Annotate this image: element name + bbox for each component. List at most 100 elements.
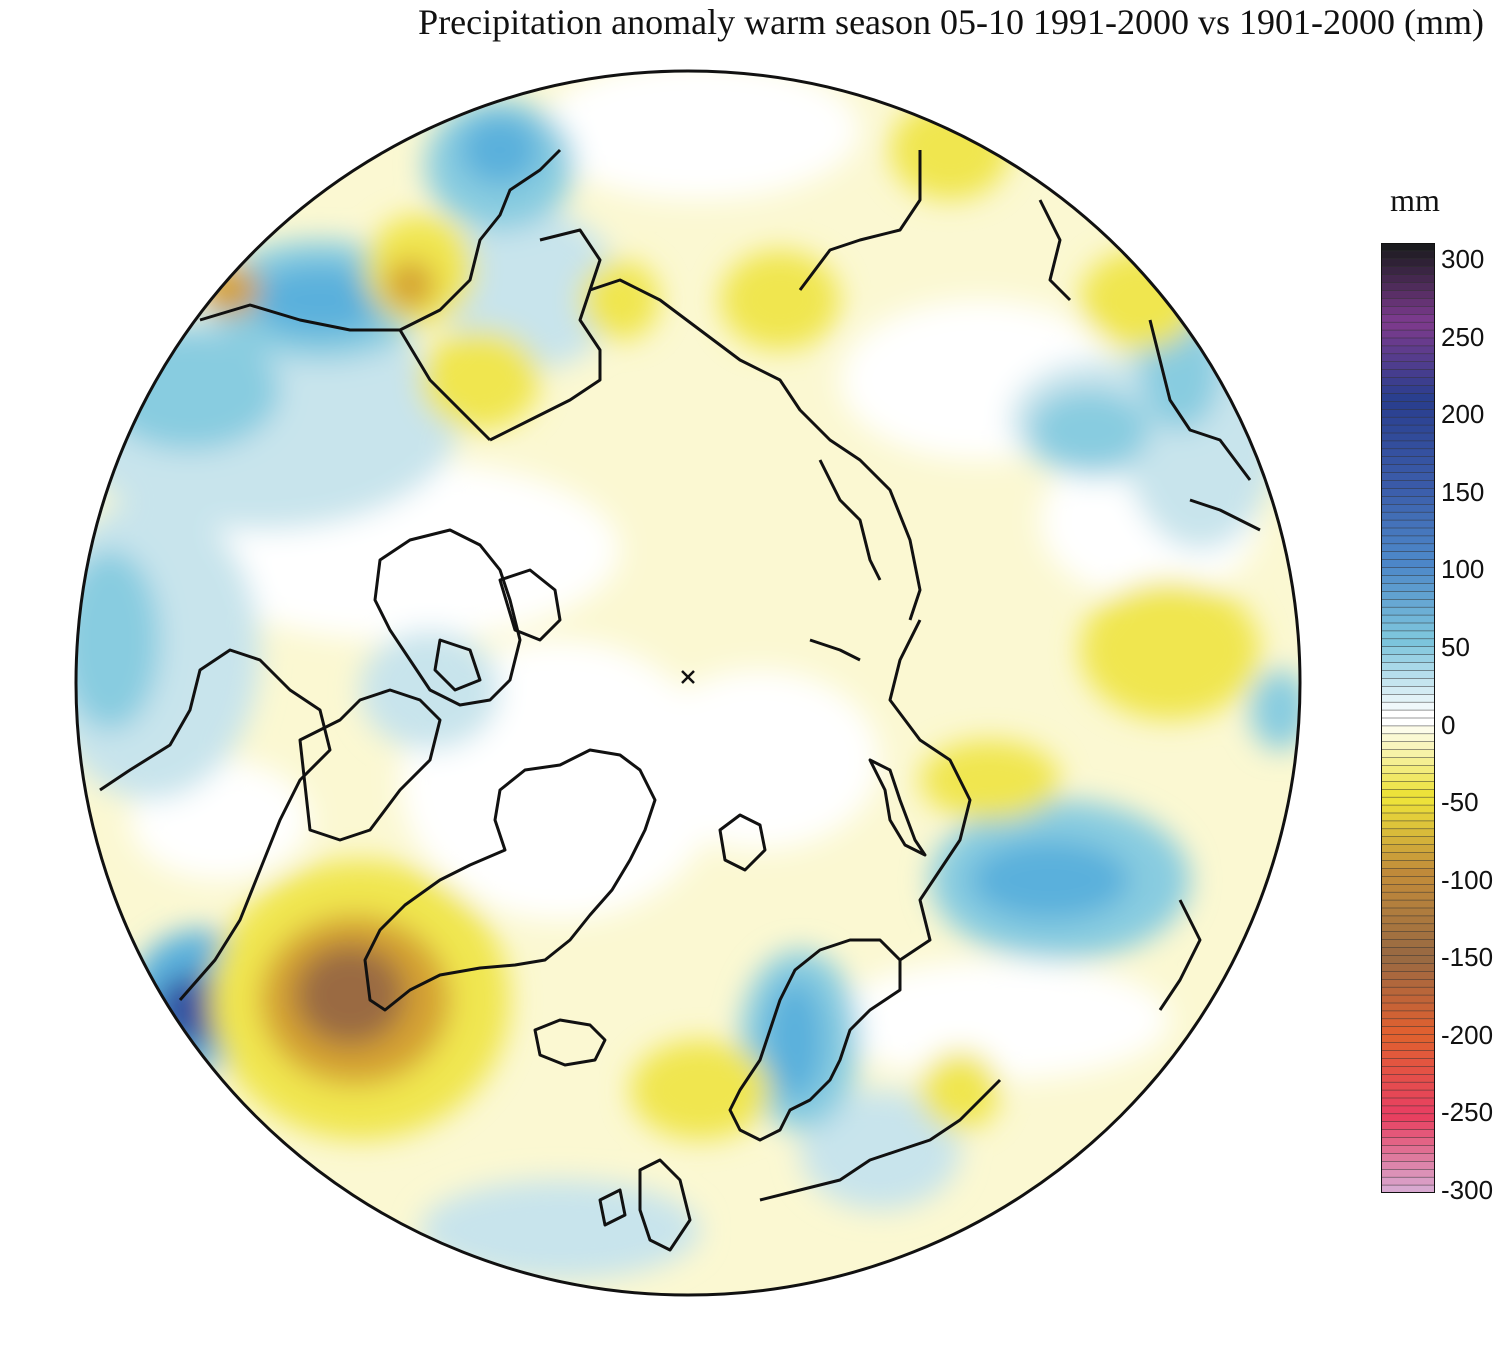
scale-stripe (1381, 448, 1435, 458)
scale-stripe (1381, 1121, 1435, 1131)
legend-tick-label: 200 (1441, 399, 1485, 430)
alaska-coastline (199, 148, 562, 332)
scale-stripe (1381, 765, 1435, 774)
scale-stripe (1381, 583, 1435, 592)
scale-stripe (1381, 314, 1435, 323)
legend-tick-label: -150 (1441, 942, 1494, 973)
scale-stripe (1381, 1145, 1435, 1154)
scale-stripe (1381, 393, 1435, 402)
scale-stripe (1381, 947, 1435, 956)
scale-stripe (1381, 868, 1435, 877)
scale-stripe (1381, 1153, 1435, 1162)
scale-stripe (1381, 615, 1435, 624)
scale-stripe (1381, 718, 1435, 727)
scale-stripe (1381, 1042, 1435, 1051)
coastlines (99, 148, 1261, 1252)
scale-stripe (1381, 710, 1435, 719)
scale-stripe (1381, 987, 1435, 996)
british-isles-coastline (638, 1158, 692, 1252)
scale-stripe (1381, 979, 1435, 988)
scale-stripe (1381, 923, 1435, 933)
scale-stripe (1381, 749, 1435, 759)
legend-unit: mm (1390, 182, 1440, 218)
scale-stripe (1381, 1177, 1435, 1186)
scale-stripe (1381, 741, 1435, 751)
scale-stripe (1381, 797, 1435, 806)
scale-stripe (1381, 892, 1435, 901)
scale-stripe (1381, 607, 1435, 616)
scale-stripe (1381, 520, 1435, 529)
scale-stripe (1381, 1058, 1435, 1067)
kamchatka-coastline (1038, 199, 1072, 302)
scale-stripe (1381, 290, 1435, 299)
scale-stripe (1381, 377, 1435, 386)
scale-stripe (1381, 306, 1435, 315)
scale-stripe (1381, 1003, 1435, 1012)
scale-stripe (1381, 915, 1435, 925)
scale-stripe (1381, 971, 1435, 980)
scale-stripe (1381, 836, 1435, 846)
scale-stripe (1381, 496, 1435, 505)
scale-stripe (1381, 591, 1435, 600)
scale-stripe (1381, 417, 1435, 426)
map-border (74, 69, 1302, 1297)
scale-stripe (1381, 345, 1435, 355)
scale-stripe (1381, 844, 1435, 854)
scale-stripe (1381, 876, 1435, 885)
scale-stripe (1381, 1137, 1435, 1146)
scale-stripe (1381, 1050, 1435, 1059)
scandinavia-coastline (728, 938, 902, 1142)
scale-stripe (1381, 860, 1435, 869)
scale-stripe (1381, 662, 1435, 671)
scale-stripe (1381, 528, 1435, 537)
svalbard-coastline (718, 813, 767, 872)
scale-stripe (1381, 1066, 1435, 1075)
scale-stripe (1381, 789, 1435, 798)
scale-stripe (1381, 820, 1435, 830)
iceland-coastline (533, 1018, 607, 1067)
scale-stripe (1381, 1082, 1435, 1091)
anomaly-field (76, 71, 1300, 1295)
scale-stripe (1381, 623, 1435, 632)
north-pole-marker (681, 670, 695, 684)
scale-stripe (1381, 757, 1435, 766)
legend-tick-label: 300 (1441, 244, 1485, 274)
scale-stripe (1381, 670, 1435, 679)
scale-stripe (1381, 1018, 1435, 1028)
scale-stripe (1381, 1161, 1435, 1170)
scale-stripe (1381, 630, 1435, 640)
scale-stripe (1381, 512, 1435, 521)
greenland-coastline (363, 748, 657, 1012)
scale-stripe (1381, 900, 1435, 909)
scale-stripe (1381, 456, 1435, 466)
scale-stripe (1381, 361, 1435, 371)
scale-stripe (1381, 504, 1435, 513)
legend-tick-label: -200 (1441, 1019, 1494, 1050)
scale-stripe (1381, 330, 1435, 339)
scale-stripe (1381, 1034, 1435, 1044)
scale-stripe (1381, 1090, 1435, 1099)
scale-stripe (1381, 686, 1435, 695)
scale-stripe (1381, 401, 1435, 410)
scale-stripe (1381, 353, 1435, 363)
scale-stripe (1381, 725, 1435, 735)
scale-stripe (1381, 1169, 1435, 1178)
scale-stripe (1381, 551, 1435, 561)
scale-stripe (1381, 702, 1435, 711)
scale-stripe (1381, 425, 1435, 434)
scale-stripe (1381, 773, 1435, 782)
scale-stripe (1381, 575, 1435, 584)
scale-stripe (1381, 963, 1435, 972)
legend-tick-label: 150 (1441, 476, 1485, 507)
scale-stripe (1381, 243, 1435, 252)
scale-stripe (1381, 559, 1435, 569)
scale-stripe (1381, 781, 1435, 790)
scale-stripe (1381, 828, 1435, 838)
scale-stripe (1381, 480, 1435, 489)
scale-stripe (1381, 440, 1435, 450)
scale-stripe (1381, 369, 1435, 379)
scale-stripe (1381, 646, 1435, 656)
scale-stripe (1381, 1074, 1435, 1083)
north-america-coastline (99, 648, 332, 1001)
